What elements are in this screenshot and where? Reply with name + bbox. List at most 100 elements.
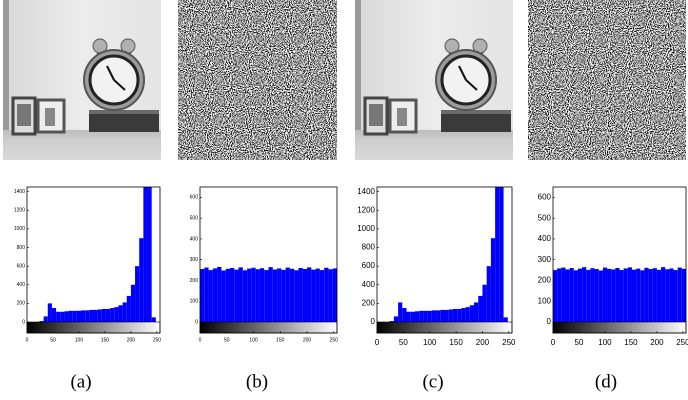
bar <box>93 309 98 322</box>
bar <box>72 310 77 322</box>
bar <box>661 267 666 322</box>
bar <box>565 269 570 322</box>
bar <box>122 302 127 322</box>
bar <box>114 307 119 322</box>
bar <box>315 268 320 322</box>
bar <box>208 270 213 322</box>
y-tick-label: 1400 <box>14 189 25 195</box>
bar <box>461 308 466 322</box>
colorbar <box>199 321 338 334</box>
bar <box>221 270 226 322</box>
bar <box>503 317 508 322</box>
bar <box>39 321 44 322</box>
bar <box>151 317 156 322</box>
x-tick-label: 100 <box>423 338 437 347</box>
bar <box>623 268 628 322</box>
bar <box>242 270 248 322</box>
bar <box>200 269 205 322</box>
bar <box>611 269 616 322</box>
bar <box>474 302 479 322</box>
bar <box>255 269 260 322</box>
y-tick-label: 500 <box>538 213 552 222</box>
bar <box>389 321 394 322</box>
bar <box>307 267 312 322</box>
bar <box>56 311 61 322</box>
bar <box>673 270 678 322</box>
axes-frame <box>552 186 687 334</box>
bar <box>143 187 148 322</box>
caption: (d) <box>595 371 617 392</box>
x-tick-label: 250 <box>502 338 516 347</box>
bar <box>586 269 591 322</box>
bar <box>285 267 290 322</box>
bar <box>294 270 299 322</box>
image-b <box>178 0 337 160</box>
bar <box>569 268 574 322</box>
bar <box>268 267 273 322</box>
bar <box>495 187 500 322</box>
bar <box>652 268 657 322</box>
image-a <box>1 0 163 162</box>
bar <box>448 309 453 322</box>
bar <box>68 310 73 322</box>
x-tick-label: 150 <box>276 337 285 343</box>
y-tick-label: 300 <box>190 257 199 263</box>
histogram-panel: 0 100 200 300 400 500 600 0 50 100 150 200 250 <box>538 186 688 347</box>
x-tick-label: 100 <box>75 337 84 343</box>
histogram-panel: 0 200 400 600 800 1000 1200 1400 0 50 100 150 200 250 <box>357 186 516 347</box>
bar <box>648 269 653 322</box>
x-tick-label: 250 <box>676 338 688 347</box>
bar <box>332 268 337 322</box>
bar <box>89 309 94 322</box>
bar <box>259 268 265 322</box>
x-tick-label: 0 <box>551 338 556 347</box>
bar <box>238 267 243 322</box>
x-tick-label: 100 <box>598 338 612 347</box>
y-tick-label: 0 <box>547 317 552 326</box>
x-tick-label: 100 <box>249 337 258 343</box>
bar <box>60 311 65 322</box>
bar <box>51 308 57 322</box>
bar <box>665 269 670 322</box>
x-tick-label: 0 <box>26 337 29 343</box>
bar <box>81 310 86 322</box>
x-tick-label: 50 <box>224 337 230 343</box>
y-tick-label: 1200 <box>357 205 375 214</box>
bar <box>561 267 566 322</box>
bar <box>557 268 562 322</box>
bar <box>147 187 152 322</box>
bar <box>681 268 686 322</box>
bar <box>97 309 102 322</box>
bar <box>324 267 329 322</box>
bar <box>640 270 645 322</box>
bar <box>234 269 239 322</box>
y-tick-label: 0 <box>195 319 198 325</box>
x-tick-label: 50 <box>50 337 56 343</box>
bar <box>419 310 424 322</box>
bar <box>602 267 608 322</box>
bar <box>76 310 82 322</box>
bar <box>139 238 144 322</box>
bar <box>272 269 278 322</box>
bar <box>393 316 399 322</box>
y-tick-label: 600 <box>17 263 26 269</box>
bar <box>118 305 123 322</box>
colorbar <box>26 321 161 334</box>
bar <box>328 269 333 322</box>
bar <box>277 268 282 322</box>
x-tick-label: 200 <box>476 338 490 347</box>
bar <box>577 268 583 322</box>
bar <box>398 302 403 322</box>
bar <box>615 268 620 322</box>
bar <box>414 311 420 322</box>
caption: (b) <box>246 371 268 392</box>
bar <box>410 311 415 322</box>
bar <box>465 307 470 322</box>
colorbar <box>552 321 687 334</box>
colorbar <box>376 321 513 334</box>
bar <box>627 267 632 322</box>
bar <box>636 268 641 322</box>
histogram-panel: 0 100 200 300 400 500 600 0 50 100 150 200 250 <box>190 186 338 343</box>
bar <box>644 267 649 322</box>
